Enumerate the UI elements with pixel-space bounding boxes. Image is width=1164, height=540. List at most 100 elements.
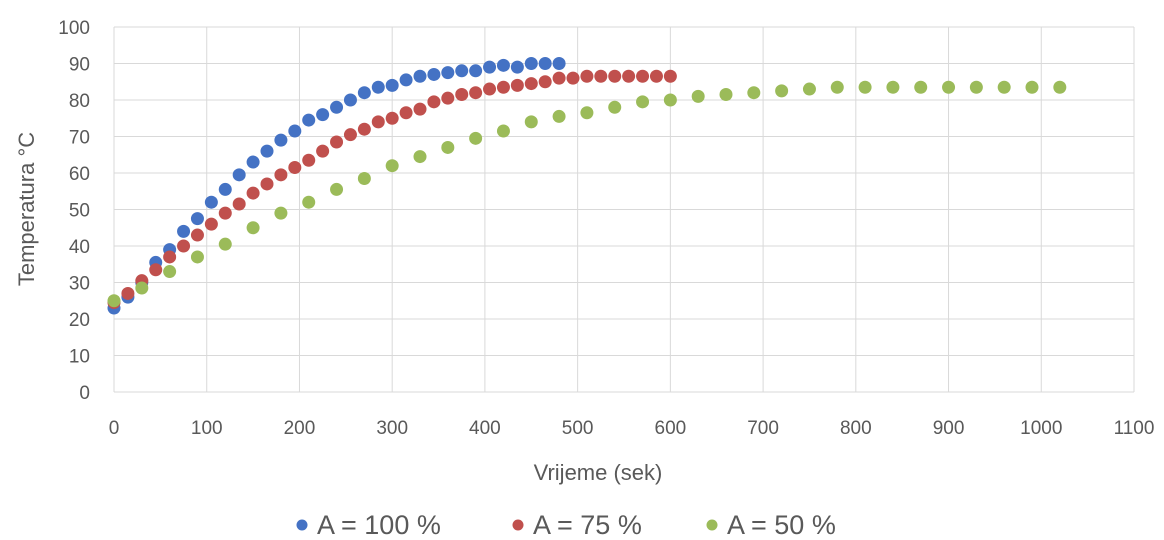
data-point bbox=[483, 60, 497, 74]
plot-area bbox=[107, 57, 1067, 315]
legend-entry: A = 50 % bbox=[706, 510, 836, 540]
data-point bbox=[427, 67, 441, 81]
data-point bbox=[663, 93, 677, 107]
data-point bbox=[302, 153, 316, 167]
data-point bbox=[232, 197, 246, 211]
data-point bbox=[343, 93, 357, 107]
legend-label: A = 100 % bbox=[317, 510, 441, 540]
y-tick-label: 10 bbox=[69, 347, 90, 368]
series-3 bbox=[107, 80, 1067, 308]
data-point bbox=[552, 109, 566, 123]
x-tick-label: 500 bbox=[562, 418, 594, 439]
legend: A = 100 % A = 75 % A = 50 % bbox=[296, 510, 836, 540]
x-tick-label: 0 bbox=[109, 418, 120, 439]
y-tick-label: 80 bbox=[69, 91, 90, 112]
data-point bbox=[371, 80, 385, 94]
data-point bbox=[719, 88, 733, 102]
data-point bbox=[274, 168, 288, 182]
data-point bbox=[441, 140, 455, 154]
y-tick-label: 100 bbox=[58, 18, 90, 39]
data-point bbox=[608, 100, 622, 114]
data-point bbox=[636, 95, 650, 109]
legend-marker bbox=[512, 519, 524, 531]
data-point bbox=[469, 64, 483, 78]
data-point bbox=[204, 217, 218, 231]
data-point bbox=[914, 80, 928, 94]
data-point bbox=[330, 100, 344, 114]
data-point bbox=[441, 91, 455, 105]
data-point bbox=[330, 135, 344, 149]
data-point bbox=[288, 124, 302, 138]
y-tick-label: 60 bbox=[69, 164, 90, 185]
data-point bbox=[177, 224, 191, 238]
series-2 bbox=[107, 69, 677, 310]
data-point bbox=[204, 195, 218, 209]
y-tick-label: 20 bbox=[69, 310, 90, 331]
data-point bbox=[371, 115, 385, 129]
data-point bbox=[218, 206, 232, 220]
data-point bbox=[357, 171, 371, 185]
legend-marker bbox=[296, 519, 308, 531]
x-tick-label: 900 bbox=[933, 418, 965, 439]
data-point bbox=[246, 221, 260, 235]
data-point bbox=[524, 77, 538, 91]
x-tick-label: 800 bbox=[840, 418, 872, 439]
data-point bbox=[496, 124, 510, 138]
data-point bbox=[636, 69, 650, 83]
data-point bbox=[1025, 80, 1039, 94]
data-point bbox=[190, 250, 204, 264]
x-tick-label: 1100 bbox=[1114, 418, 1155, 439]
legend-entry: A = 75 % bbox=[512, 510, 642, 540]
data-point bbox=[385, 159, 399, 173]
data-point bbox=[524, 57, 538, 70]
gridlines bbox=[113, 26, 1135, 393]
data-point bbox=[260, 177, 274, 191]
y-axis-title: Temperatura °C bbox=[14, 132, 39, 286]
data-point bbox=[942, 80, 956, 94]
data-point bbox=[594, 69, 608, 83]
data-point bbox=[177, 239, 191, 253]
data-point bbox=[218, 237, 232, 251]
series-1 bbox=[107, 57, 566, 315]
y-axis-ticks: 0 10 20 30 40 50 60 70 80 90 100 bbox=[58, 18, 90, 404]
data-point bbox=[858, 80, 872, 94]
data-point bbox=[580, 106, 594, 120]
x-tick-label: 200 bbox=[284, 418, 316, 439]
data-point bbox=[163, 250, 177, 264]
data-point bbox=[566, 71, 580, 85]
data-point bbox=[343, 128, 357, 142]
data-point bbox=[274, 206, 288, 220]
data-point bbox=[997, 80, 1011, 94]
x-tick-label: 600 bbox=[655, 418, 687, 439]
data-point bbox=[538, 57, 552, 70]
data-point bbox=[330, 182, 344, 196]
data-point bbox=[107, 294, 121, 308]
data-point bbox=[455, 64, 469, 78]
data-point bbox=[538, 75, 552, 89]
data-point bbox=[1053, 80, 1067, 94]
data-point bbox=[663, 69, 677, 83]
y-tick-label: 0 bbox=[79, 383, 90, 404]
data-point bbox=[510, 60, 524, 74]
data-point bbox=[580, 69, 594, 83]
data-point bbox=[316, 144, 330, 158]
data-point bbox=[608, 69, 622, 83]
data-point bbox=[399, 106, 413, 120]
x-axis-title: Vrijeme (sek) bbox=[534, 460, 663, 485]
data-point bbox=[232, 168, 246, 182]
data-point bbox=[163, 265, 177, 279]
data-point bbox=[385, 78, 399, 92]
legend-label: A = 75 % bbox=[533, 510, 642, 540]
data-point bbox=[218, 182, 232, 196]
data-point bbox=[747, 86, 761, 100]
data-point bbox=[469, 86, 483, 100]
data-point bbox=[246, 186, 260, 200]
data-point bbox=[385, 111, 399, 125]
data-point bbox=[969, 80, 983, 94]
data-point bbox=[274, 133, 288, 147]
data-point bbox=[524, 115, 538, 129]
data-point bbox=[427, 95, 441, 109]
data-point bbox=[288, 161, 302, 175]
data-point bbox=[802, 82, 816, 96]
